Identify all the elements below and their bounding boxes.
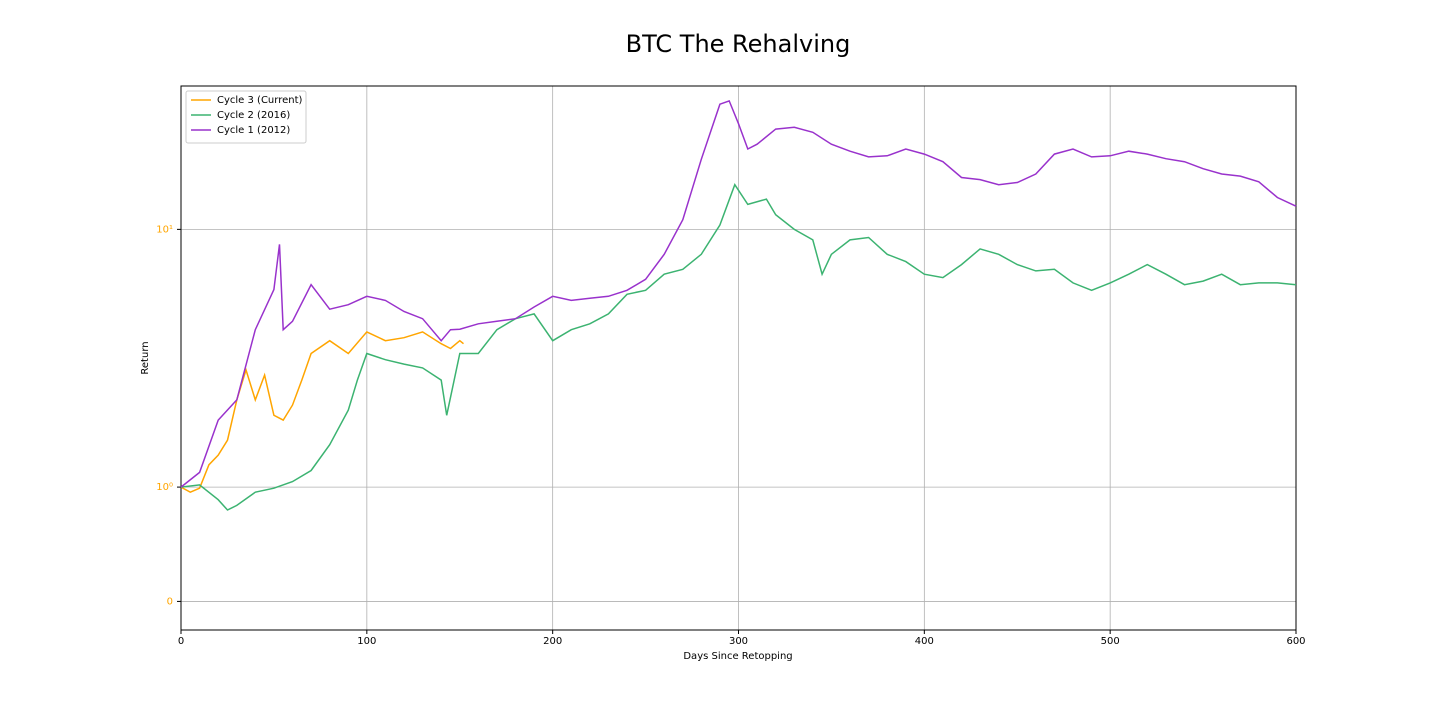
- x-tick-label: 400: [915, 636, 934, 647]
- y-tick-label: 0: [167, 596, 173, 607]
- x-tick-label: 200: [543, 636, 562, 647]
- x-tick-label: 0: [178, 636, 184, 647]
- legend-box: [185, 90, 307, 144]
- legend: Cycle 3 (Current) Cycle 2 (2016) Cycle 1 (…: [185, 90, 307, 144]
- chart-title: BTC The Rehalving: [626, 30, 851, 58]
- legend-label: Cycle 1 (2012): [217, 125, 290, 136]
- y-tick-label: 10⁰: [156, 482, 173, 493]
- series-line: [180, 330, 464, 494]
- series-line: [180, 183, 1297, 511]
- x-tick-label: 500: [1101, 636, 1120, 647]
- x-tick-label: 600: [1286, 636, 1305, 647]
- series-line: [180, 99, 1297, 488]
- legend-label: Cycle 2 (2016): [217, 110, 290, 121]
- y-axis-label: Return: [140, 341, 151, 374]
- x-axis-label: Days Since Retopping: [683, 651, 792, 662]
- y-tick-label: 10¹: [156, 224, 173, 235]
- plot-frame: [180, 85, 1297, 631]
- legend-label: Cycle 3 (Current): [217, 95, 303, 106]
- x-tick-label: 300: [729, 636, 748, 647]
- x-tick-label: 100: [357, 636, 376, 647]
